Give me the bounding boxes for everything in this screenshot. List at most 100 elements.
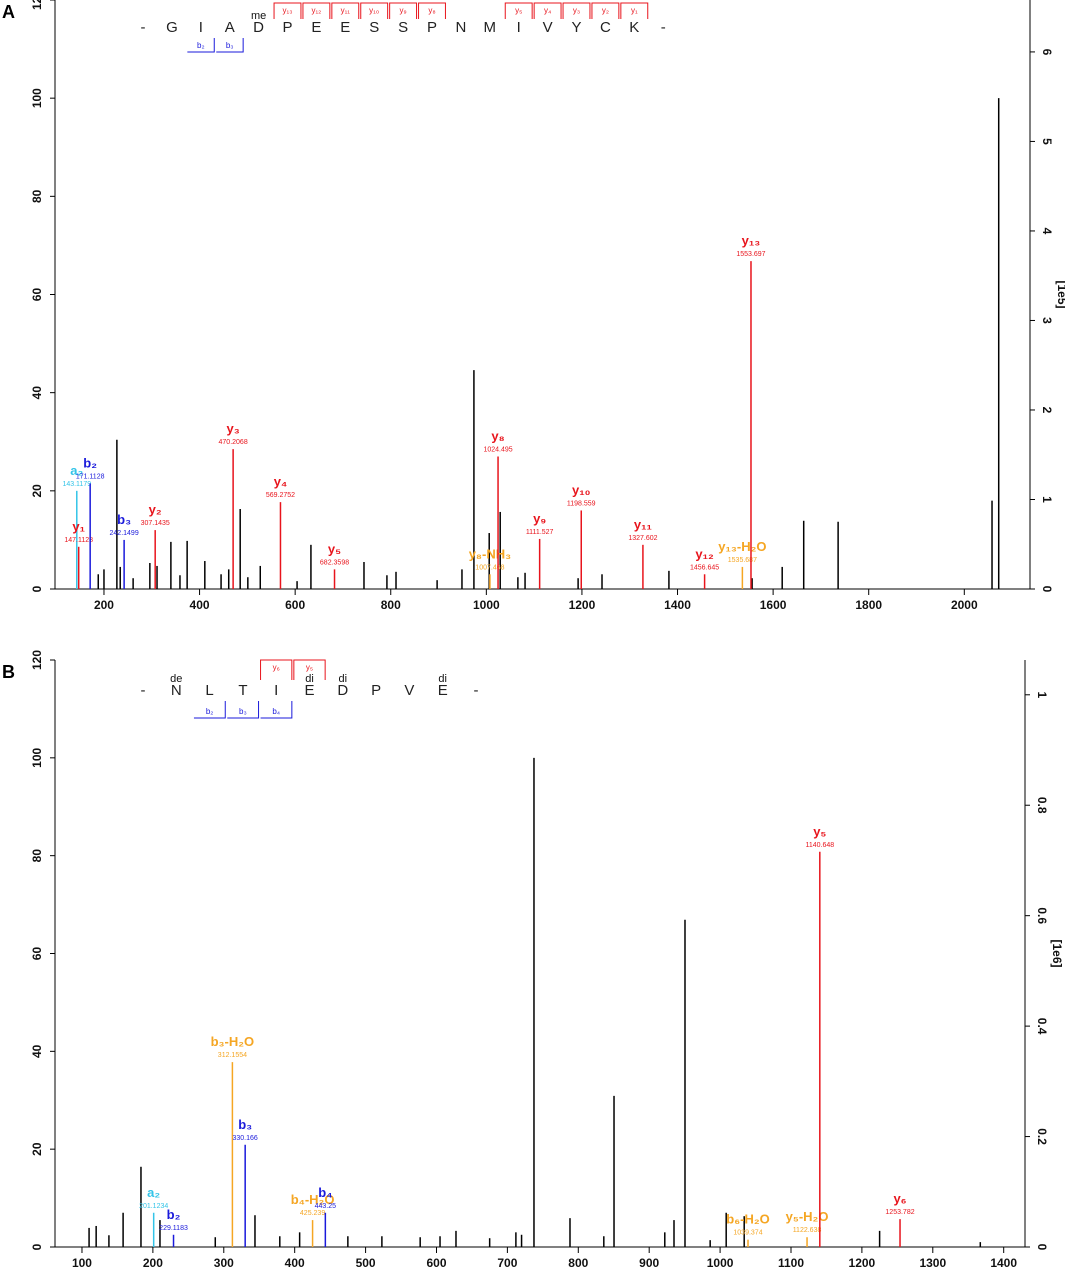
y-ion-bracket <box>389 2 418 19</box>
y-tick-label: 100 <box>30 748 44 768</box>
y-tick-label: 100 <box>30 88 44 108</box>
x-tick-label: 800 <box>568 1256 588 1270</box>
residue: S <box>398 19 408 36</box>
mz-label: 569.2752 <box>266 492 295 499</box>
y-tick-label: 60 <box>30 288 44 302</box>
x-tick-label: 500 <box>356 1256 376 1270</box>
residue: K <box>629 19 639 36</box>
mz-label: 1122.638 <box>793 1227 822 1234</box>
y2-tick-label: 0.4 <box>1035 1018 1049 1035</box>
mz-label: 443.25 <box>315 1203 337 1210</box>
y-tick-label: 0 <box>30 585 44 592</box>
y2-tick-label: 1 <box>1035 691 1049 698</box>
ion-label: y₅ <box>328 541 341 556</box>
y2-tick-label: 0 <box>1035 1244 1049 1251</box>
x-tick-label: 800 <box>381 598 401 612</box>
y2-tick-label: 0.8 <box>1035 797 1049 814</box>
residue: D <box>337 682 348 699</box>
y2-tick-label: 1 <box>1040 496 1054 503</box>
y-ion-bracket <box>418 2 446 19</box>
mz-label: 330.166 <box>233 1135 258 1142</box>
mz-label: 1007.468 <box>475 564 504 571</box>
residue: E <box>340 19 350 36</box>
y-ion-bracket <box>620 2 649 19</box>
y-tick-label: 60 <box>30 947 44 961</box>
y-ion-label: y₁₁ <box>341 6 351 15</box>
ion-label: y₅-H₂O <box>786 1209 829 1224</box>
b-ion-label: b₄ <box>272 707 280 716</box>
y2-tick-label: 0 <box>1040 586 1054 593</box>
x-tick-label: 1600 <box>760 598 787 612</box>
ion-label: y₂ <box>149 502 162 517</box>
mz-label: 1039.374 <box>733 1230 762 1237</box>
x-tick-label: 2000 <box>951 598 978 612</box>
residue: N <box>455 19 466 36</box>
x-tick-label: 1200 <box>849 1256 876 1270</box>
residue: P <box>427 19 437 36</box>
residue: - <box>661 19 666 36</box>
x-tick-label: 600 <box>426 1256 446 1270</box>
ion-label: y₉ <box>533 511 546 526</box>
mz-label: 307.1435 <box>141 520 170 527</box>
residue: V <box>543 19 553 36</box>
y-ion-bracket <box>591 2 620 19</box>
modification: di <box>305 673 314 685</box>
y-tick-label: 80 <box>30 189 44 203</box>
mz-label: 1111.527 <box>526 529 554 536</box>
mz-label: 312.1554 <box>218 1052 247 1059</box>
y-ion-label: y₅ <box>515 6 522 15</box>
modification: de <box>170 673 182 685</box>
b-ion-bracket <box>260 701 293 719</box>
ion-label: y₆ <box>893 1191 906 1206</box>
residue: V <box>404 682 414 699</box>
residue: E <box>438 682 448 699</box>
y2-axis-label: [1e5] <box>1055 280 1065 308</box>
y2-tick-label: 0.6 <box>1035 907 1049 924</box>
residue: - <box>141 19 146 36</box>
residue: A <box>225 19 235 36</box>
ion-label: b₂ <box>83 455 97 470</box>
x-tick-label: 600 <box>285 598 305 612</box>
y-ion-bracket <box>504 2 533 19</box>
x-tick-label: 700 <box>497 1256 517 1270</box>
y2-tick-label: 6 <box>1040 49 1054 56</box>
mz-label: 1553.697 <box>736 251 765 258</box>
y-ion-label: y₁ <box>631 6 638 15</box>
y2-axis-label: [1e6] <box>1050 939 1064 967</box>
ion-label: b₃ <box>238 1117 252 1132</box>
y-ion-bracket <box>302 2 331 19</box>
x-tick-label: 300 <box>214 1256 234 1270</box>
x-tick-label: 100 <box>72 1256 92 1270</box>
b-ion-label: b₂ <box>206 707 214 716</box>
x-tick-label: 1000 <box>473 598 500 612</box>
ion-label: b₄ <box>318 1185 332 1200</box>
residue: I <box>517 19 521 36</box>
residue: Y <box>571 19 581 36</box>
b-ion-label: b₃ <box>226 41 234 50</box>
ion-label: y₈ <box>491 428 504 443</box>
y-tick-label: 80 <box>30 849 44 863</box>
residue: S <box>369 19 379 36</box>
mz-label: 1535.687 <box>728 557 757 564</box>
ion-label: a₂ <box>147 1185 160 1200</box>
y-ion-label: y₄ <box>544 6 551 15</box>
residue: T <box>238 682 247 699</box>
y2-tick-label: 0.2 <box>1035 1128 1049 1145</box>
ion-label: y₁₁ <box>634 517 652 532</box>
y-ion-label: y₅ <box>306 663 313 672</box>
mz-label: 1198.559 <box>567 500 596 507</box>
residue: I <box>199 19 203 36</box>
mz-label: 1024.495 <box>483 446 512 453</box>
y-tick-label: 20 <box>30 1142 44 1156</box>
ion-label: y₁₀ <box>572 482 591 497</box>
ion-label: b₃ <box>117 512 131 527</box>
ion-label: b₂ <box>167 1207 181 1222</box>
y-ion-bracket <box>562 2 591 19</box>
x-tick-label: 1400 <box>990 1256 1017 1270</box>
x-tick-label: 1000 <box>707 1256 734 1270</box>
x-tick-label: 400 <box>190 598 210 612</box>
y-tick-label: 0 <box>30 1243 44 1250</box>
y-ion-label: y₈ <box>428 6 435 15</box>
